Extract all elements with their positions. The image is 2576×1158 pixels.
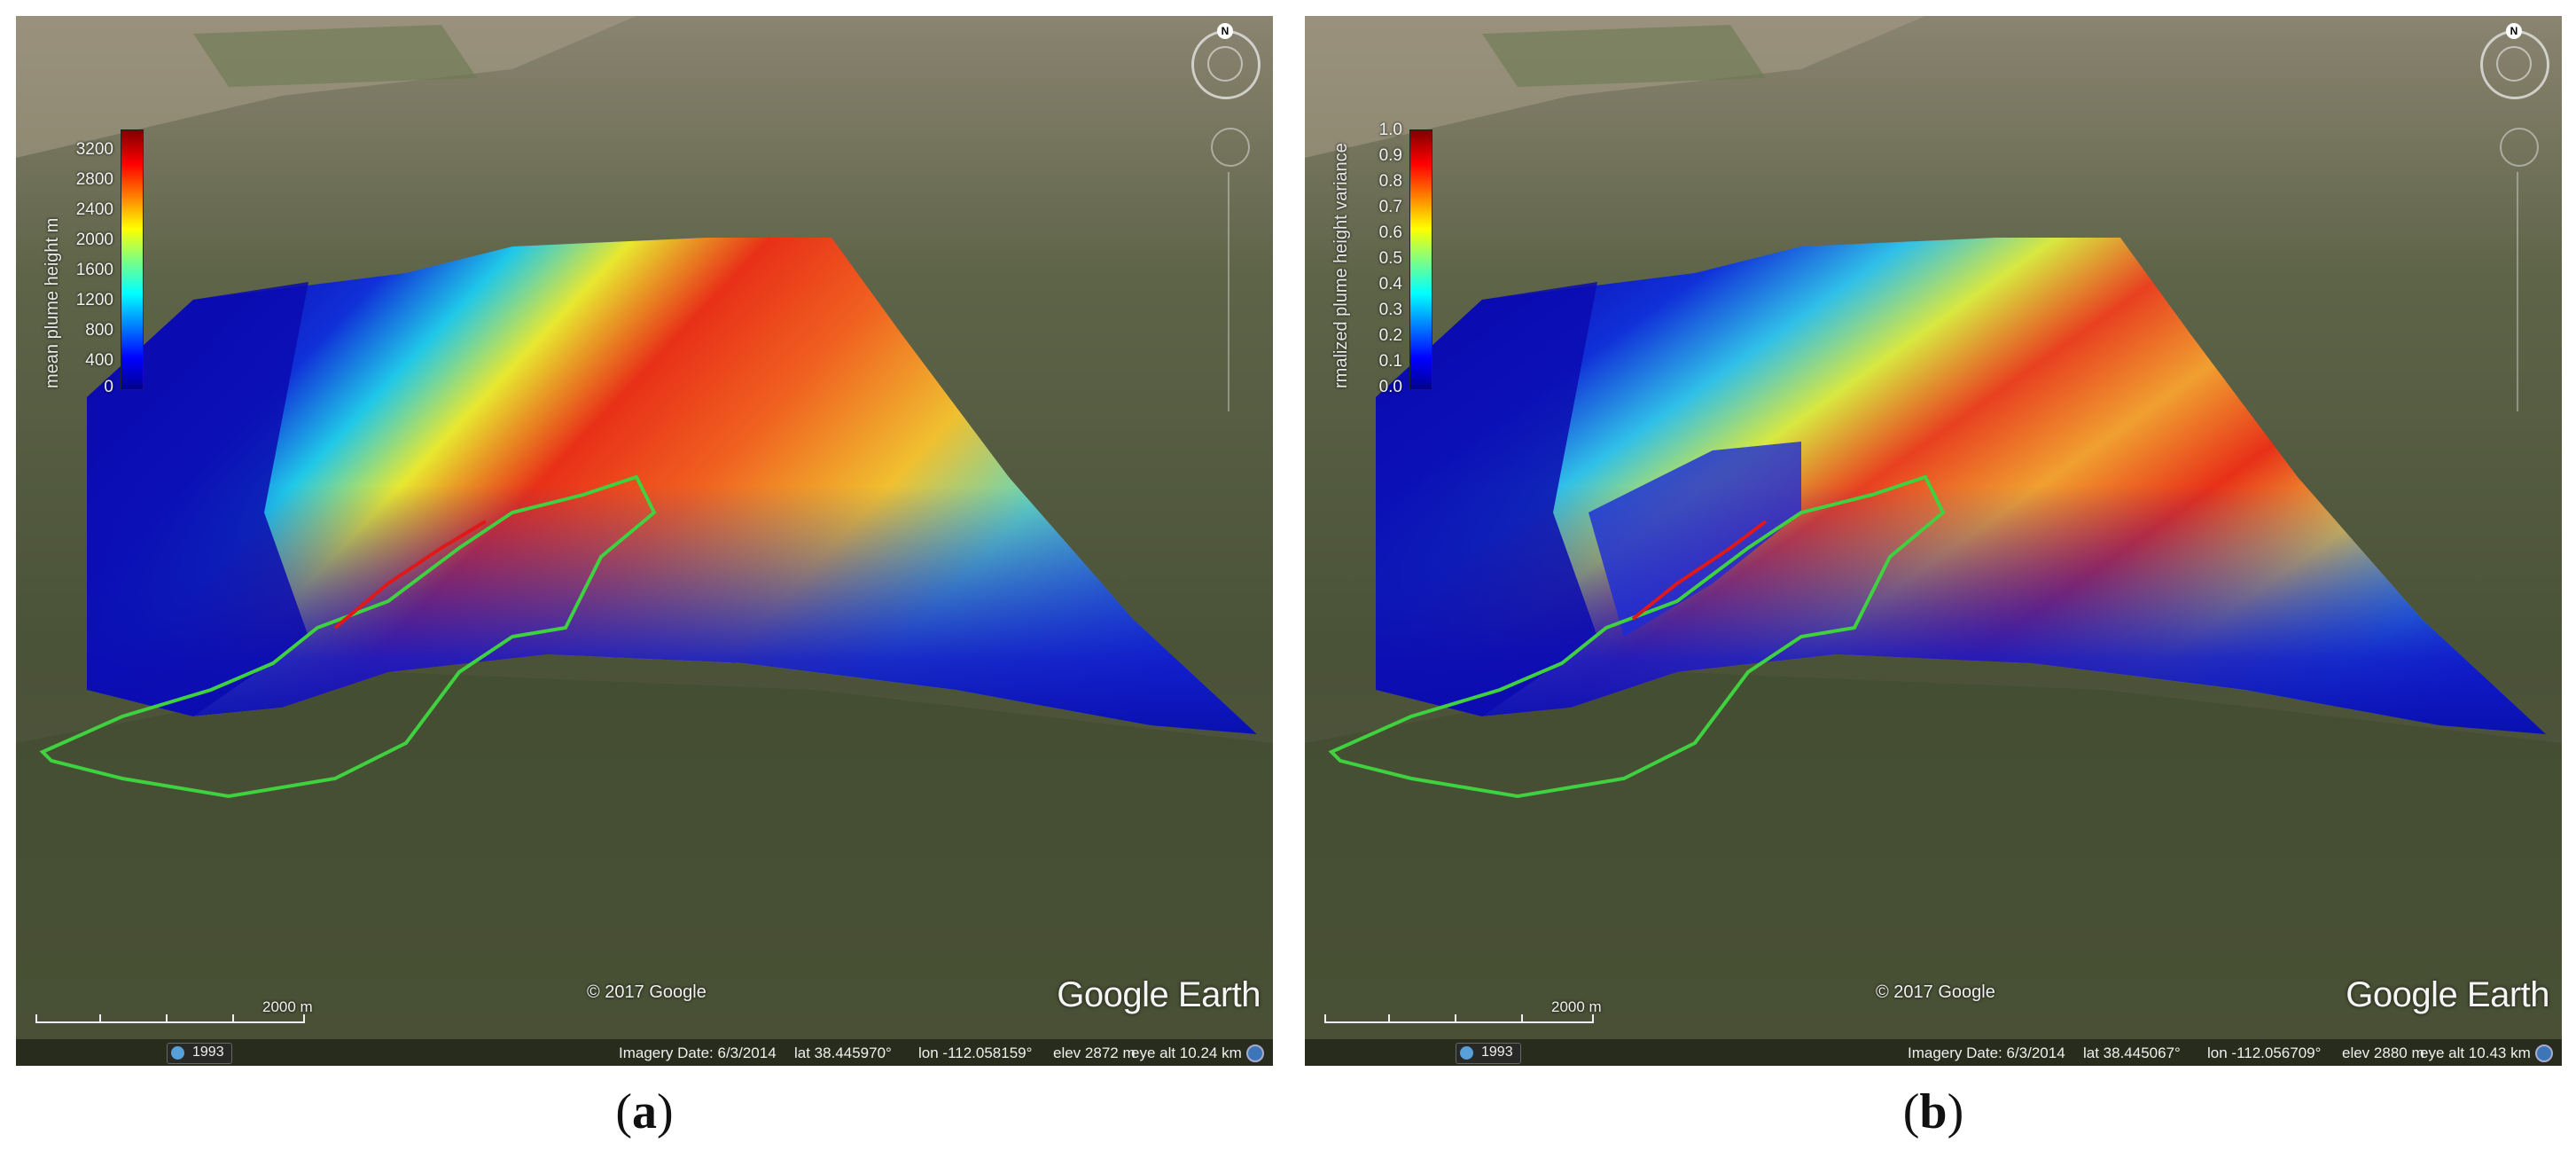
- colorbar-tick: 0.3: [1378, 301, 1402, 319]
- longitude-readout: lon -112.058159°: [918, 1045, 1033, 1061]
- colorbar-tick: 0.1: [1378, 352, 1402, 371]
- north-indicator[interactable]: N: [1217, 23, 1233, 39]
- scale-label: 2000 m: [1551, 998, 1602, 1015]
- map-panel-b[interactable]: rmalized plume height variance 1.0 0.9 0…: [1305, 16, 2562, 1066]
- fire-active-line[interactable]: [333, 520, 488, 630]
- colorbar: [121, 129, 144, 390]
- colorbar-tick: 3200: [75, 140, 113, 159]
- elevation-readout: elev 2880 m: [2342, 1045, 2424, 1061]
- google-earth-logo: Google Earth: [1057, 975, 1261, 1014]
- status-bar: 1993 Imagery Date: 6/3/2014 lat 38.44597…: [16, 1039, 1273, 1066]
- forest-lowland: [16, 672, 1273, 1066]
- zoom-slider[interactable]: [1211, 128, 1250, 420]
- copyright-notice: © 2017 Google: [1876, 982, 1995, 1002]
- historical-year: 1993: [192, 1045, 224, 1060]
- historical-imagery-button[interactable]: 1993: [1456, 1043, 1521, 1064]
- copyright-notice: © 2017 Google: [587, 982, 706, 1002]
- farm-fields: [1482, 25, 1766, 87]
- plume-low-variance-core: [1589, 442, 1801, 637]
- imagery-date: Imagery Date: 6/3/2014: [1908, 1045, 2065, 1061]
- scale-bar: [1324, 1014, 1594, 1023]
- colorbar-tick: 0.7: [1378, 198, 1402, 216]
- terrain-scene[interactable]: [16, 16, 1273, 1066]
- plume-west-low: [87, 282, 308, 716]
- clock-icon: [1460, 1046, 1473, 1060]
- historical-imagery-button[interactable]: 1993: [167, 1043, 232, 1064]
- colorbar-tick: 0.9: [1378, 146, 1402, 165]
- colorbar-tick: 2400: [75, 200, 113, 219]
- colorbar-tick: 0.8: [1378, 172, 1402, 191]
- historical-year: 1993: [1481, 1045, 1513, 1060]
- plume-low-edge: [87, 238, 1257, 734]
- colorbar: [1409, 129, 1432, 390]
- latitude-readout: lat 38.445067°: [2083, 1045, 2181, 1061]
- imagery-date: Imagery Date: 6/3/2014: [619, 1045, 777, 1061]
- valley-floor: [1305, 16, 1925, 158]
- fire-perimeter[interactable]: [1328, 474, 1946, 799]
- colorbar-tick: 1200: [75, 291, 113, 309]
- google-earth-logo: Google Earth: [2346, 975, 2549, 1014]
- globe-icon[interactable]: [2535, 1045, 2553, 1062]
- eye-altitude-readout: eye alt 10.43 km: [2420, 1045, 2531, 1061]
- colorbar-tick: 2800: [75, 170, 113, 189]
- compass-control[interactable]: N: [2473, 23, 2555, 105]
- zoom-track[interactable]: [2517, 172, 2518, 411]
- eye-altitude-readout: eye alt 10.24 km: [1131, 1045, 1242, 1061]
- valley-floor: [16, 16, 636, 158]
- scale-bar: [35, 1014, 305, 1023]
- colorbar-tick: 0.6: [1378, 223, 1402, 242]
- north-indicator[interactable]: N: [2506, 23, 2522, 39]
- colorbar-tick: 400: [85, 351, 113, 370]
- caption-b: (b): [1902, 1084, 1964, 1139]
- colorbar-tick: 0.4: [1378, 275, 1402, 293]
- farm-fields: [193, 25, 477, 87]
- plume-west-low: [1376, 282, 1597, 716]
- scale-label: 2000 m: [262, 998, 313, 1015]
- zoom-slider[interactable]: [2500, 128, 2539, 420]
- status-bar: 1993 Imagery Date: 6/3/2014 lat 38.44506…: [1305, 1039, 2562, 1066]
- longitude-readout: lon -112.056709°: [2207, 1045, 2322, 1061]
- fire-active-line[interactable]: [1631, 520, 1768, 621]
- caption-a: (a): [615, 1084, 674, 1139]
- clock-icon: [171, 1046, 184, 1060]
- globe-icon[interactable]: [1246, 1045, 1264, 1062]
- colorbar-tick: 0.2: [1378, 326, 1402, 345]
- move-joystick[interactable]: [1211, 128, 1250, 167]
- fire-perimeter[interactable]: [39, 474, 657, 799]
- colorbar-tick: 1600: [75, 261, 113, 279]
- map-panel-a[interactable]: mean plume height m 3200 2800 2400 2000 …: [16, 16, 1273, 1066]
- look-joystick[interactable]: [1207, 46, 1243, 82]
- colorbar-tick: 0: [104, 378, 113, 396]
- move-joystick[interactable]: [2500, 128, 2539, 167]
- latitude-readout: lat 38.445970°: [794, 1045, 892, 1061]
- elevation-readout: elev 2872 m: [1053, 1045, 1136, 1061]
- colorbar-tick: 800: [85, 321, 113, 340]
- colorbar-tick: 0.5: [1378, 249, 1402, 268]
- colorbar-tick: 2000: [75, 231, 113, 249]
- colorbar-tick: 0.0: [1378, 378, 1402, 396]
- zoom-track[interactable]: [1228, 172, 1229, 411]
- colorbar-tick: 1.0: [1378, 121, 1402, 139]
- compass-control[interactable]: N: [1184, 23, 1266, 105]
- look-joystick[interactable]: [2496, 46, 2532, 82]
- forest-lowland: [1305, 672, 2562, 1066]
- terrain-scene[interactable]: [1305, 16, 2562, 1066]
